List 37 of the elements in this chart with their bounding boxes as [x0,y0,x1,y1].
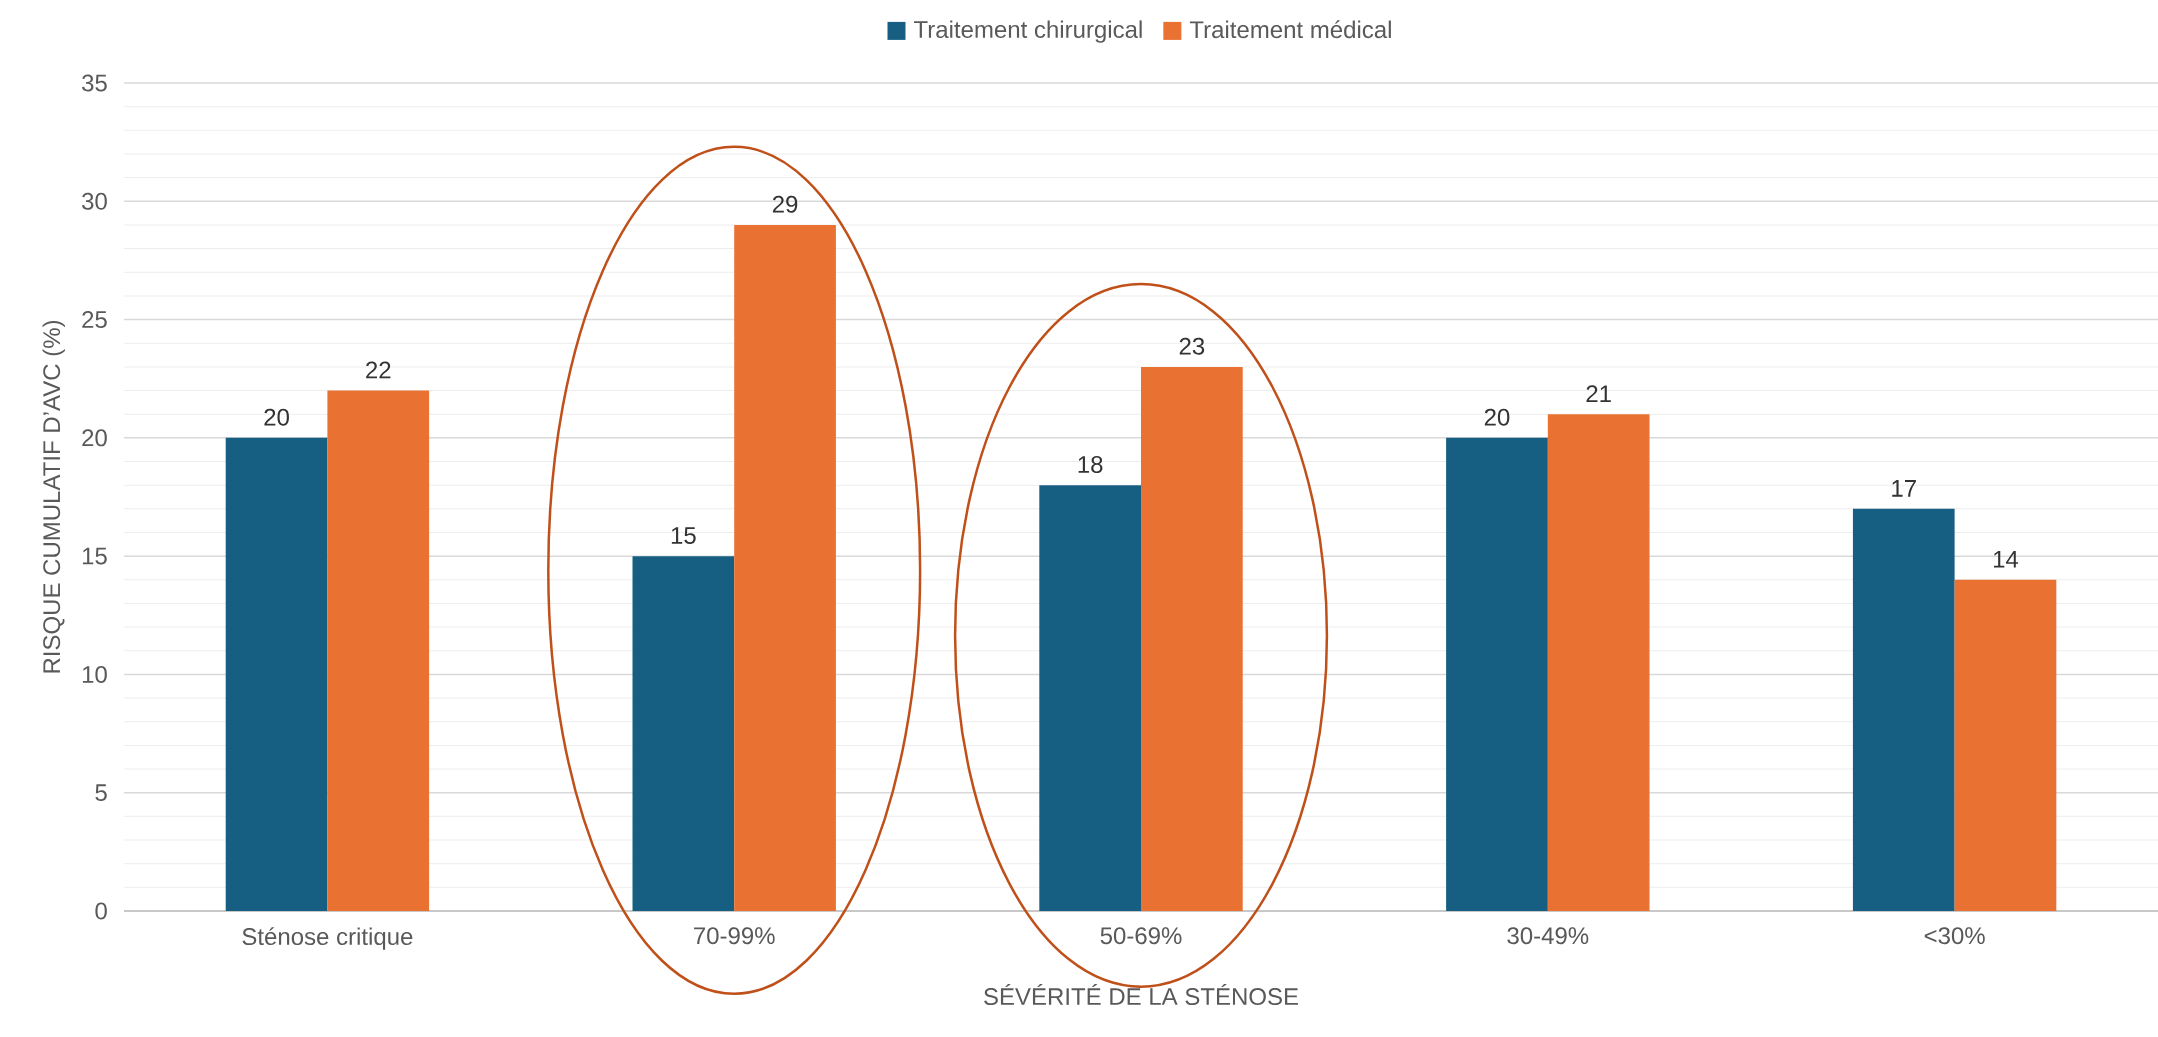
data-label: 20 [1484,408,1510,426]
y-tick-label: 20 [82,429,107,447]
x-tick-label: Sténose critique [242,927,413,950]
x-tick-label: <30% [1924,927,1985,945]
data-label: 15 [671,527,696,544]
data-label: 14 [1993,551,2019,568]
data-label: 18 [1078,455,1103,473]
data-label: 20 [264,408,289,426]
bar [327,390,430,911]
y-tick-label: 30 [82,192,107,210]
bar [225,437,328,911]
y-axis-title: RISQUE CUMULATIF D’AVC (%) [42,320,65,673]
bar [1039,485,1142,911]
y-tick-label: 35 [82,74,107,92]
data-label: 29 [772,195,798,213]
data-label: 23 [1179,337,1205,355]
bar [1141,366,1243,911]
legend-label: Traitement médical [1189,20,1391,39]
bar [1547,414,1650,911]
legend-label: Traitement chirurgical [914,20,1142,43]
bar [1954,579,2057,911]
bar [1446,437,1548,911]
y-tick-label: 15 [82,547,107,565]
bar [734,224,836,911]
y-tick-label: 25 [82,311,107,329]
data-label: 17 [1892,480,1916,497]
y-tick-label: 0 [95,902,107,920]
data-label: 22 [366,361,391,379]
x-tick-label: 50-69% [1100,927,1182,945]
bar [632,556,735,911]
y-tick-label: 10 [82,665,107,683]
x-tick-label: 70-99% [694,927,775,945]
y-tick-label: 5 [95,784,107,802]
x-tick-label: 30-49% [1507,927,1589,945]
bar [1852,508,1955,911]
x-axis-title: SÉVÉRITÉ DE LA STÉNOSE [984,984,1299,1006]
data-label: 21 [1586,385,1611,402]
